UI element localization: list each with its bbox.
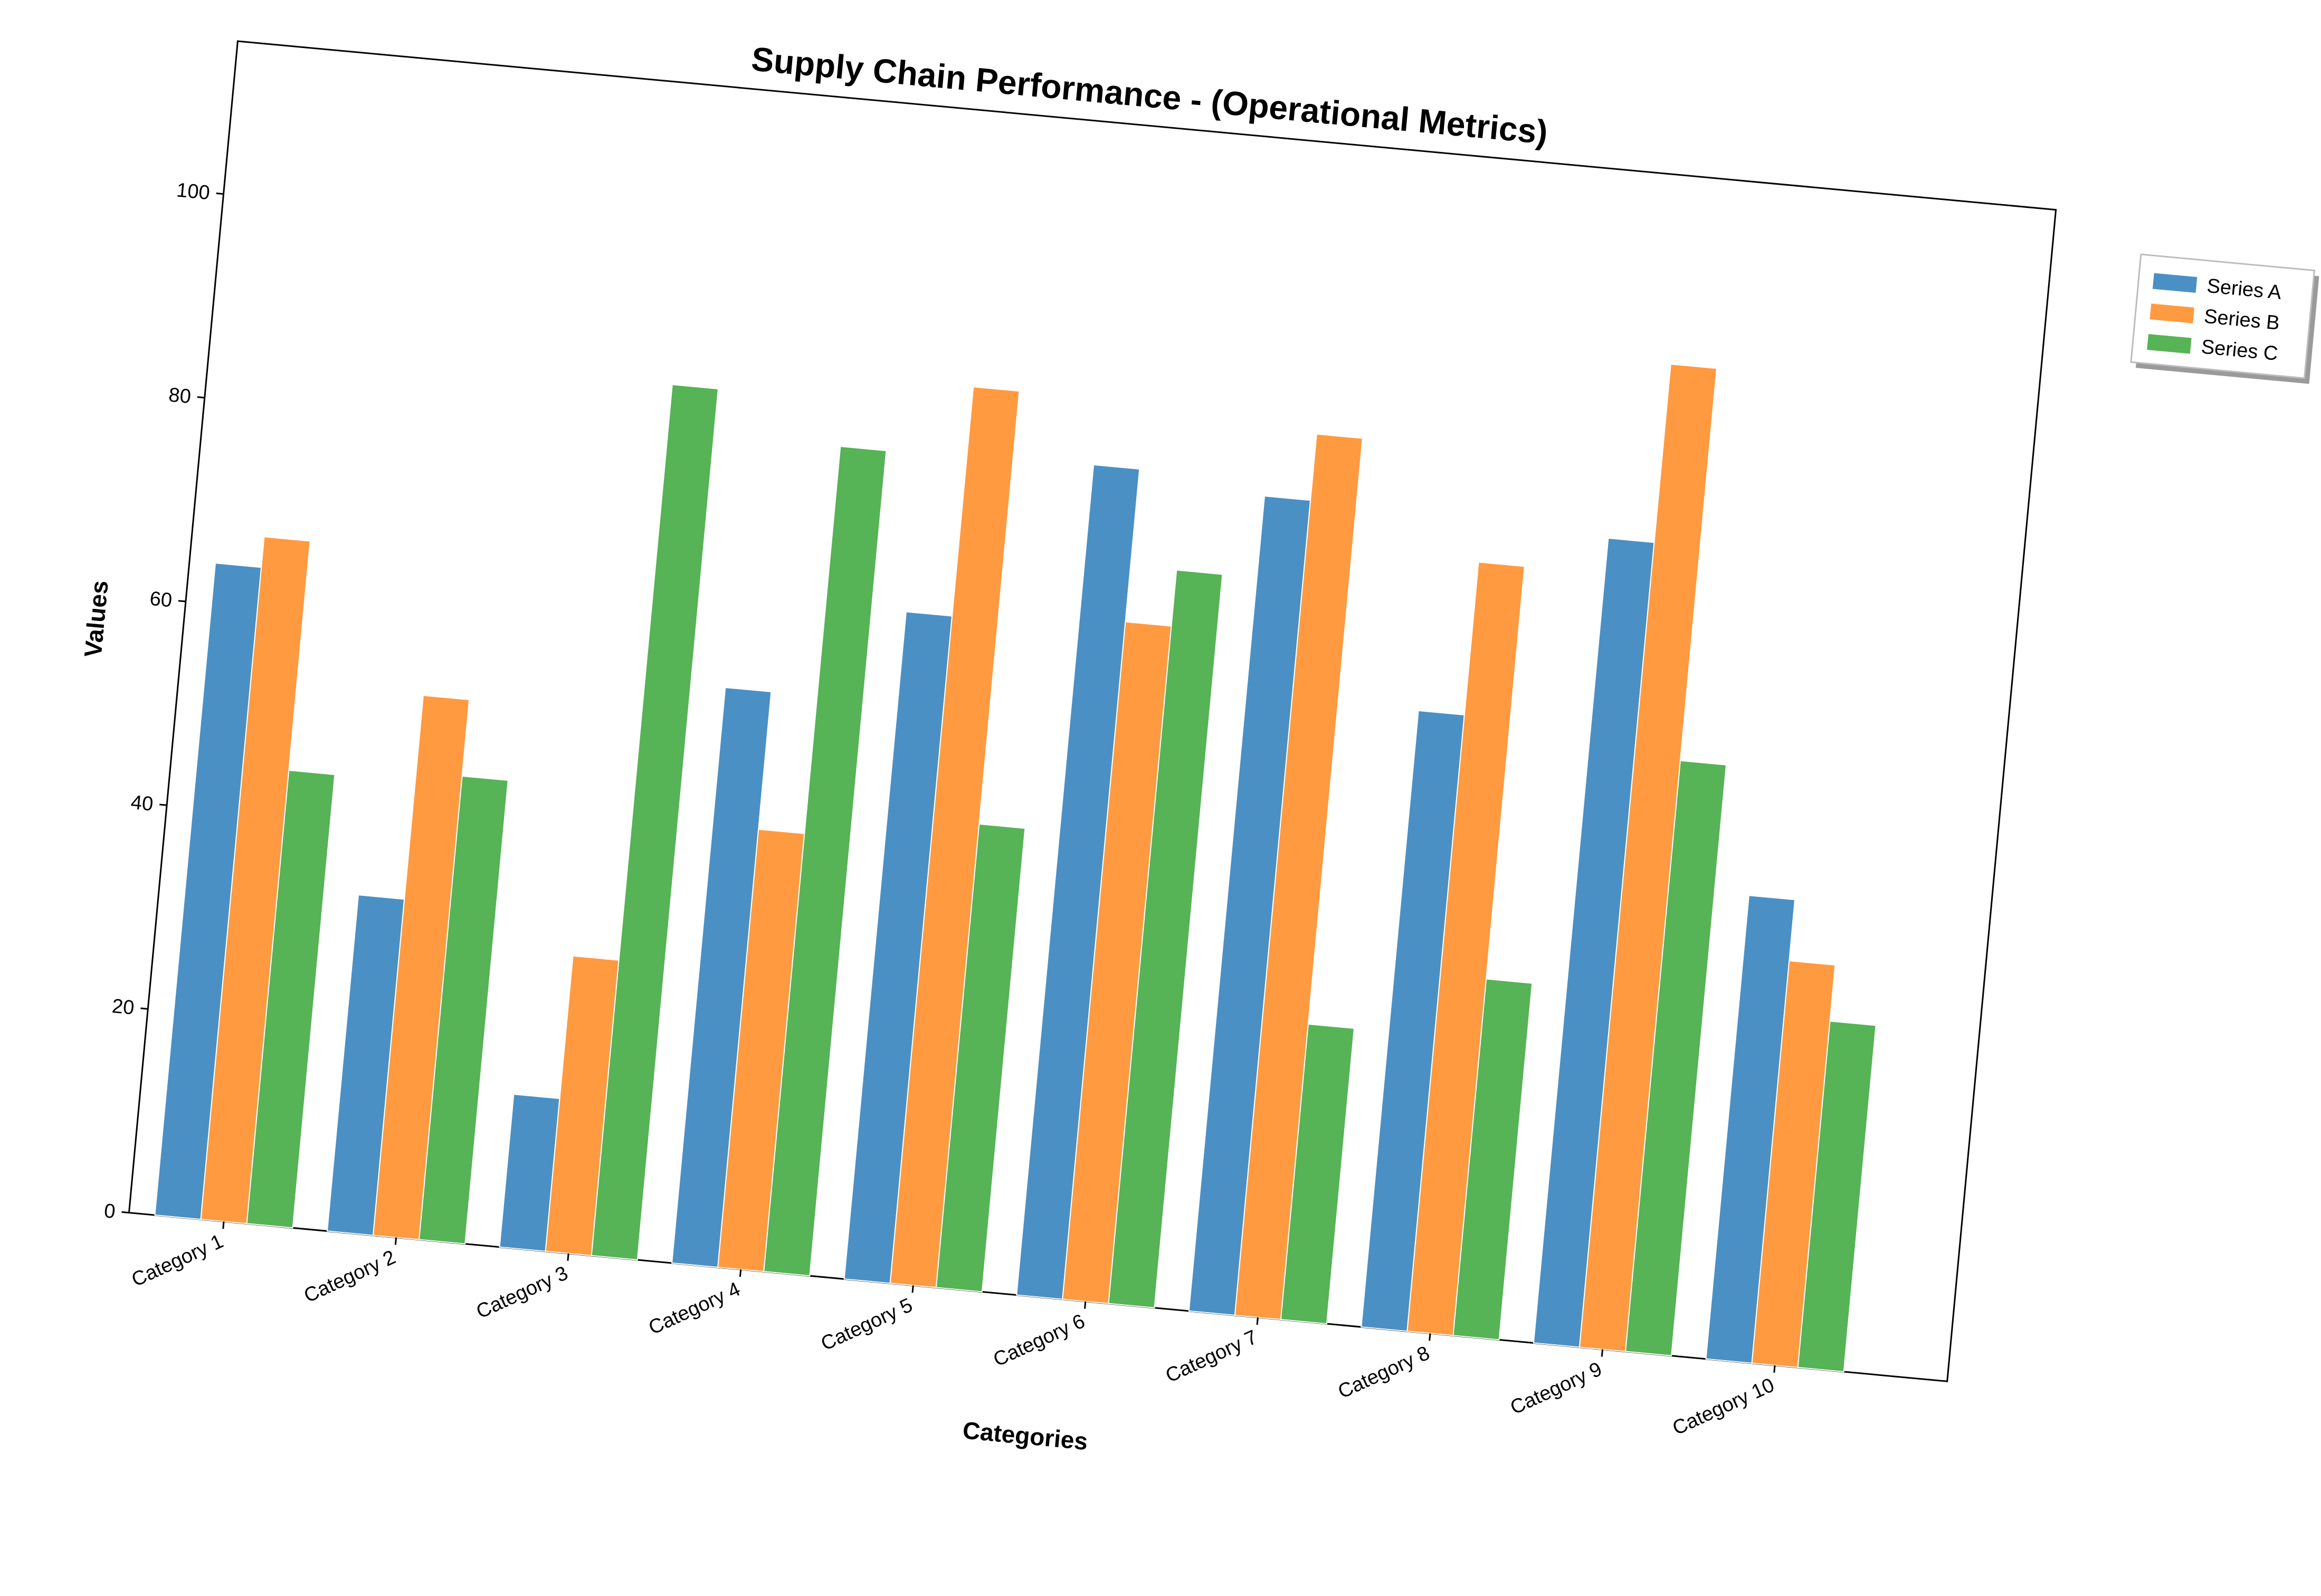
y-tick-label: 40 [130,791,154,816]
x-tick-mark [394,1237,397,1245]
bar-3-9 [1624,760,1727,1356]
x-tick-label: Category 10 [1669,1374,1778,1440]
x-tick-mark [222,1221,225,1229]
x-tick-label: Category 2 [301,1246,399,1307]
legend-swatch-3 [2147,334,2192,354]
x-tick-mark [1773,1365,1776,1373]
x-tick-label: Category 7 [1162,1326,1260,1387]
y-tick-mark [140,1007,148,1010]
legend-swatch-1 [2152,273,2198,293]
x-tick-label: Category 6 [990,1310,1088,1371]
bars-layer [154,364,1877,1373]
x-tick-mark [1084,1301,1087,1309]
x-tick-label: Category 8 [1335,1342,1433,1403]
x-tick-label: Category 9 [1507,1358,1605,1419]
x-tick-mark [911,1285,914,1293]
bar-3-8 [1452,978,1533,1341]
y-axis-ticks: 0 20 40 60 80 100 [103,179,224,1223]
x-tick-label: Category 3 [473,1262,571,1323]
y-tick-label: 20 [111,995,135,1019]
y-tick-label: 100 [176,179,211,204]
bar-3-3 [591,384,719,1260]
bar-3-1 [246,769,336,1229]
bar-3-10 [1797,1020,1877,1373]
y-tick-mark [197,396,205,399]
x-tick-label: Category 4 [645,1278,744,1339]
x-tick-label: Category 1 [128,1230,226,1292]
legend-swatch-2 [2149,303,2194,323]
x-tick-label: Category 5 [817,1294,916,1355]
y-axis-label: Values [79,579,113,658]
y-tick-label: 0 [103,1200,116,1223]
y-tick-label: 80 [168,384,192,408]
y-tick-label: 60 [149,588,173,612]
x-tick-mark [1256,1317,1259,1325]
y-tick-mark [216,192,224,195]
bar-3-2 [418,775,509,1245]
x-axis-label: Categories [962,1416,1089,1455]
bar-3-7 [1280,1023,1355,1325]
bar-3-4 [763,446,887,1277]
bar-3-6 [1108,569,1223,1308]
bar-3-5 [935,823,1026,1293]
